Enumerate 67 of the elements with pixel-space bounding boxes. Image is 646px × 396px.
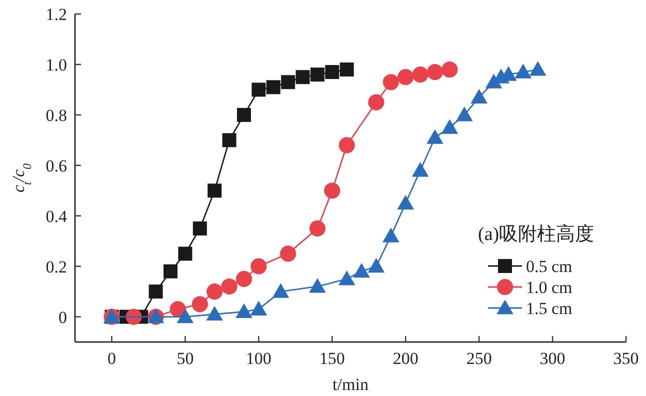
point — [353, 262, 370, 278]
y-tick-label: 1.0 — [46, 55, 67, 74]
point — [529, 61, 546, 76]
point — [222, 133, 236, 148]
point — [164, 264, 178, 278]
y-tick-label: 0 — [58, 308, 67, 327]
point — [178, 246, 192, 261]
x-tick-label: 150 — [319, 349, 345, 368]
point — [296, 70, 310, 84]
point — [148, 284, 163, 299]
x-tick-label: 50 — [176, 349, 194, 368]
point — [412, 162, 429, 177]
point — [456, 106, 473, 122]
point — [236, 270, 252, 287]
legend-label: 1.5 cm — [526, 299, 572, 318]
point — [309, 278, 326, 293]
point — [397, 194, 414, 210]
point — [176, 308, 194, 324]
point — [309, 220, 326, 237]
point — [206, 283, 223, 300]
y-tick-label: 1.2 — [46, 5, 67, 24]
x-tick-label: 350 — [613, 349, 639, 368]
y-tick-label: 0.2 — [46, 257, 67, 276]
point — [310, 68, 324, 82]
y-tick-label: 0.6 — [46, 156, 67, 176]
point — [266, 80, 280, 94]
point — [250, 300, 268, 316]
point — [236, 108, 251, 122]
point — [250, 258, 267, 274]
legend-label: 0.5 cm — [526, 257, 572, 276]
x-tick-label: 250 — [466, 349, 492, 368]
point — [280, 246, 296, 262]
point — [398, 69, 414, 86]
point — [368, 258, 385, 273]
x-tick-label: 0 — [107, 349, 116, 368]
point — [338, 137, 355, 154]
point — [324, 182, 340, 199]
legend-label: 1.0 cm — [526, 278, 572, 297]
point — [192, 296, 208, 312]
point — [426, 129, 444, 144]
point — [208, 184, 222, 198]
point — [236, 303, 252, 318]
x-axis-title: t/min — [332, 375, 369, 394]
point — [382, 228, 400, 242]
x-tick-label: 100 — [246, 349, 272, 368]
point — [192, 221, 207, 236]
point — [325, 65, 340, 80]
point — [206, 306, 223, 321]
point — [272, 283, 290, 298]
point — [441, 119, 458, 134]
y-tick-label: 0.4 — [46, 206, 68, 226]
x-tick-label: 300 — [540, 349, 566, 368]
point — [338, 270, 356, 286]
point — [340, 62, 354, 77]
point — [412, 66, 428, 83]
legend-title: (a)吸附柱高度 — [478, 223, 594, 245]
point — [442, 61, 458, 78]
point — [514, 64, 532, 78]
x-tick-label: 200 — [392, 349, 418, 368]
point — [252, 82, 266, 97]
point — [281, 75, 296, 90]
point — [426, 64, 444, 80]
y-tick-label: 0.8 — [46, 106, 67, 125]
point — [221, 278, 238, 295]
point — [470, 88, 488, 104]
point — [368, 94, 384, 110]
point — [382, 74, 399, 90]
